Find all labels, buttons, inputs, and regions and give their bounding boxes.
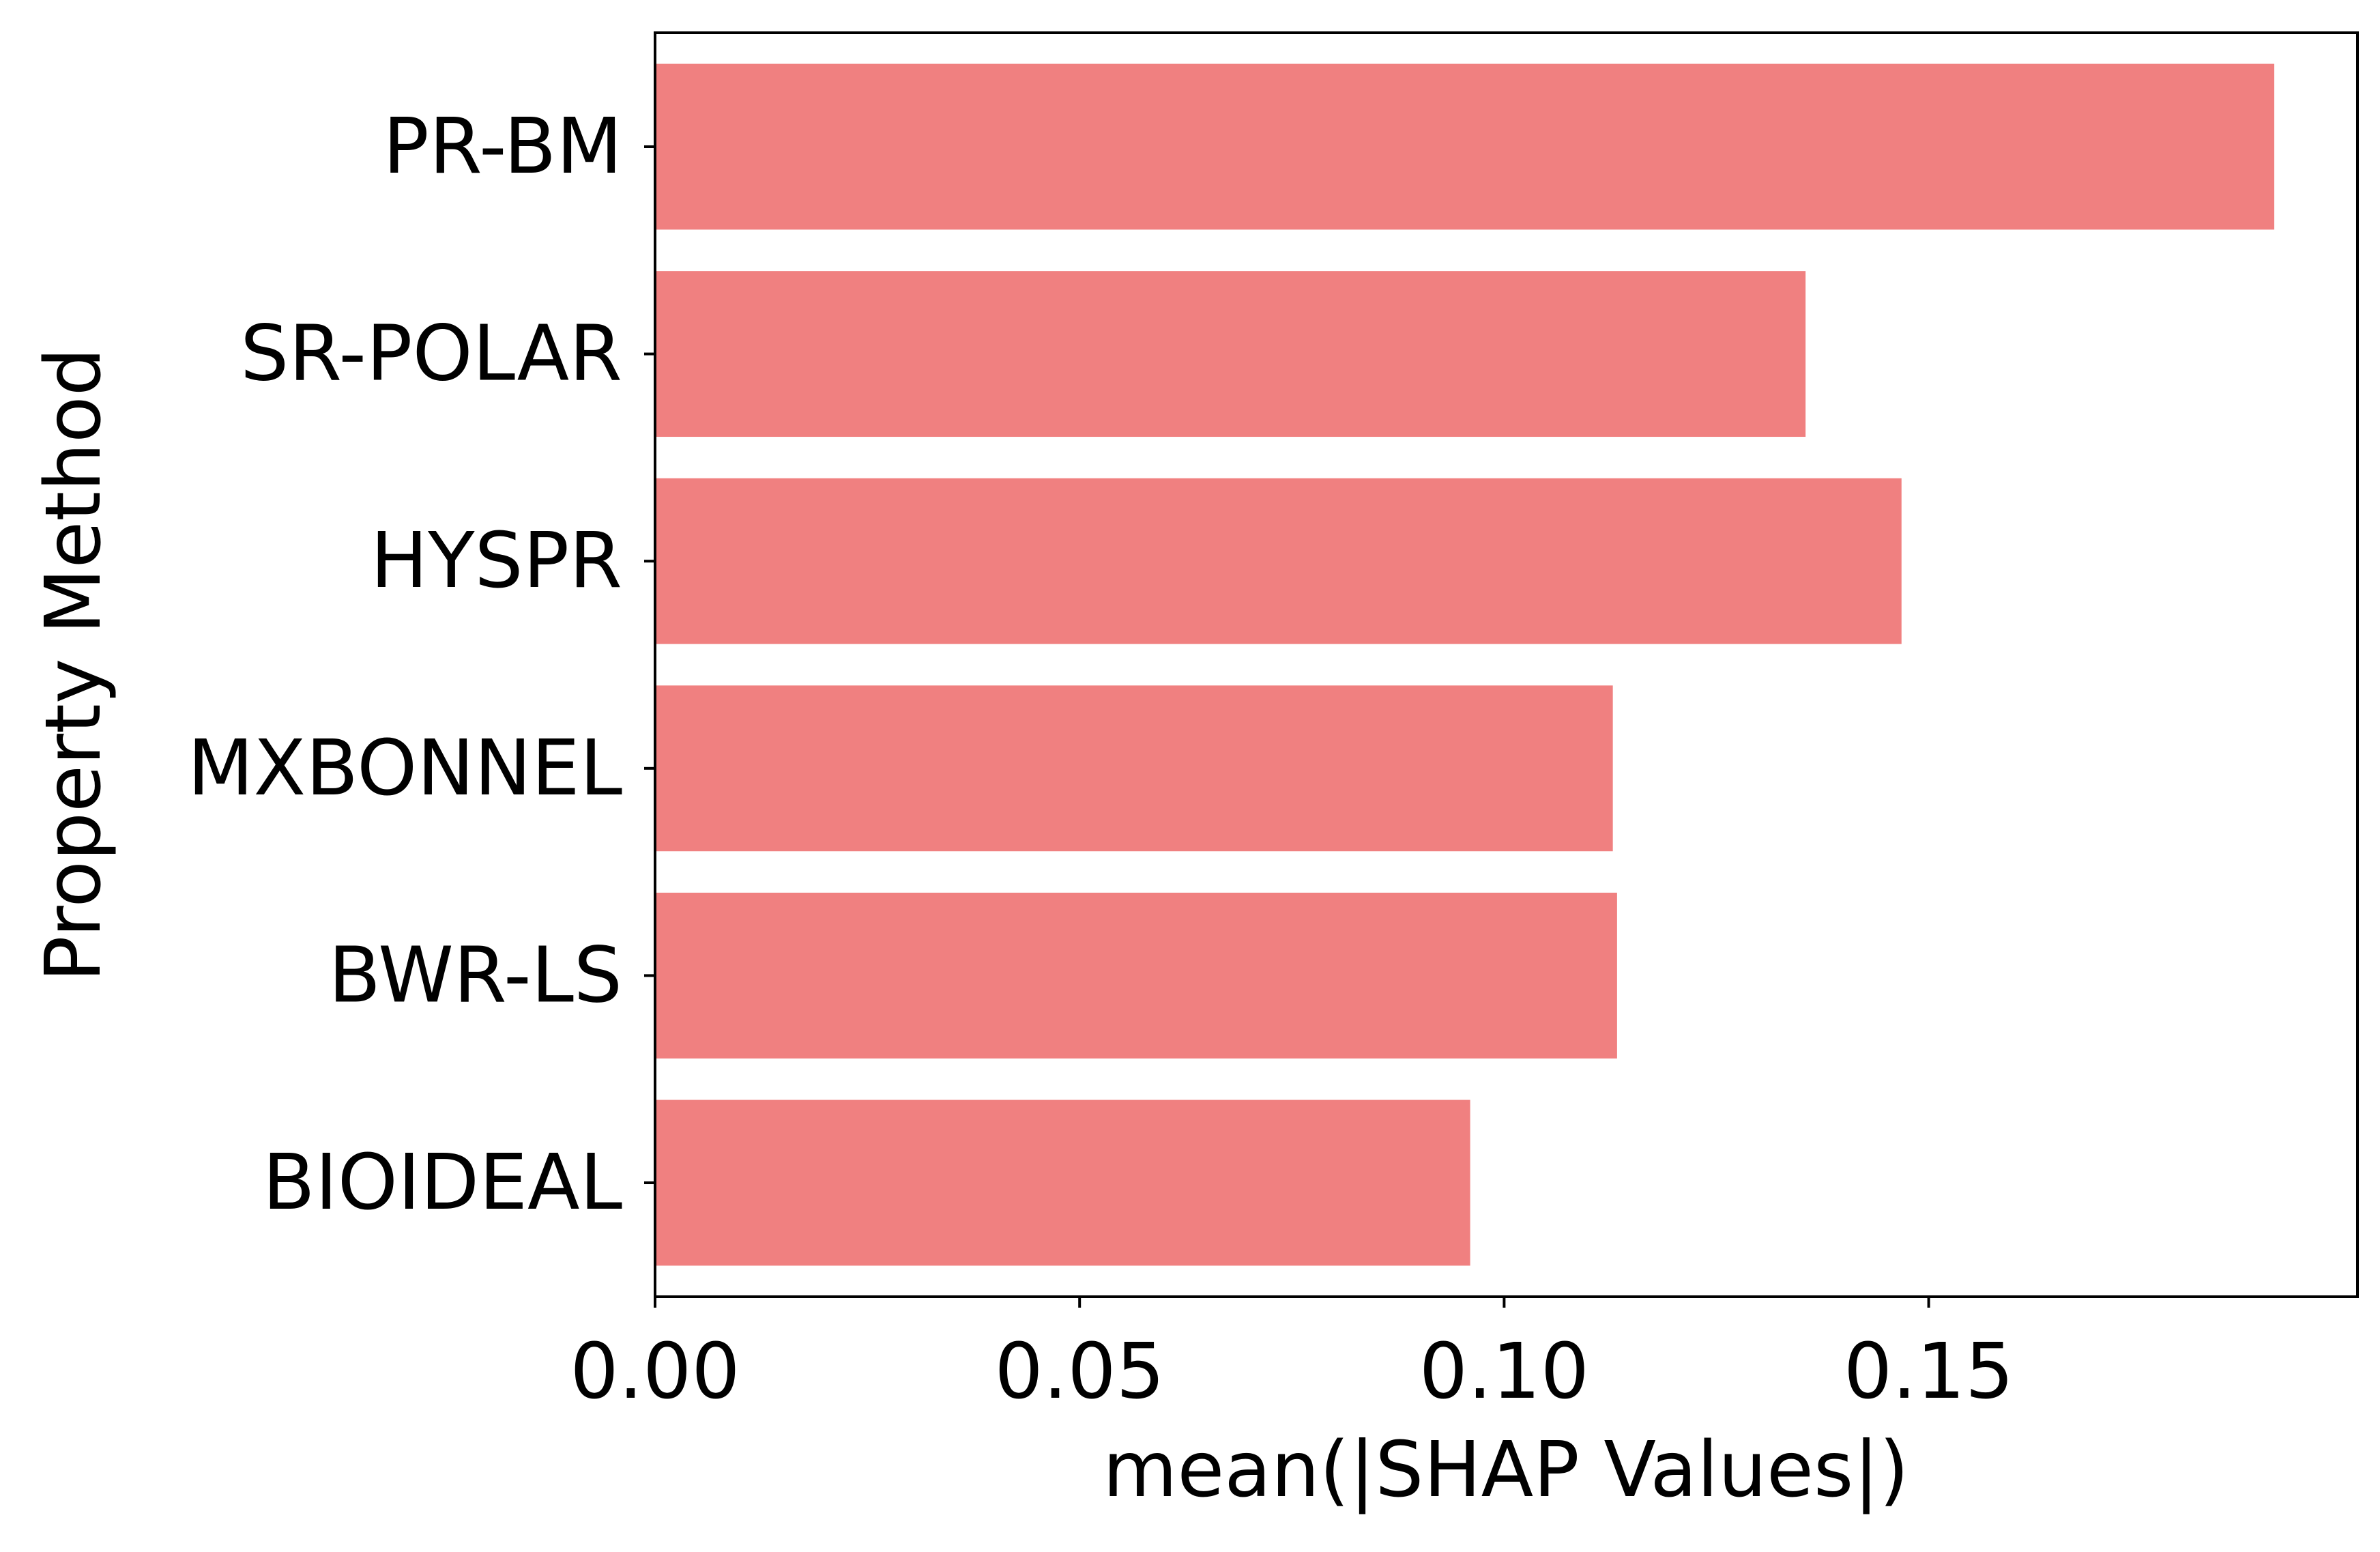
y-tick-label: MXBONNEL (188, 724, 622, 813)
x-axis-ticks: 0.00 0.05 0.10 0.15 (570, 1297, 2014, 1416)
y-axis-ticks: PR-BM SR-POLAR HYSPR MXBONNEL BWR-LS BIOIDEAL (188, 102, 655, 1227)
y-tick-label: SR-POLAR (240, 310, 622, 399)
y-tick-label: BWR-LS (328, 931, 622, 1020)
y-tick-label: HYSPR (371, 517, 622, 605)
x-tick-label: 0.05 (995, 1327, 1165, 1416)
bar-pr-bm (655, 63, 2275, 230)
y-axis-label: Property Method (29, 347, 118, 982)
x-axis-label: mean(|SHAP Values|) (1103, 1426, 1909, 1514)
y-tick-label: PR-BM (383, 102, 622, 191)
x-tick-label: 0.00 (570, 1327, 740, 1416)
x-tick-label: 0.10 (1419, 1327, 1589, 1416)
plot-frame (654, 31, 2359, 1298)
bar-mxbonnel (655, 685, 1613, 852)
x-tick-label: 0.15 (1844, 1327, 2014, 1416)
bars-layer (655, 63, 2275, 1266)
y-tick-label: BIOIDEAL (263, 1138, 622, 1227)
bar-bioideal (655, 1100, 1470, 1266)
bar-hyspr (655, 478, 1902, 644)
bar-bwr-ls (655, 892, 1617, 1059)
bar-sr-polar (655, 271, 1806, 437)
